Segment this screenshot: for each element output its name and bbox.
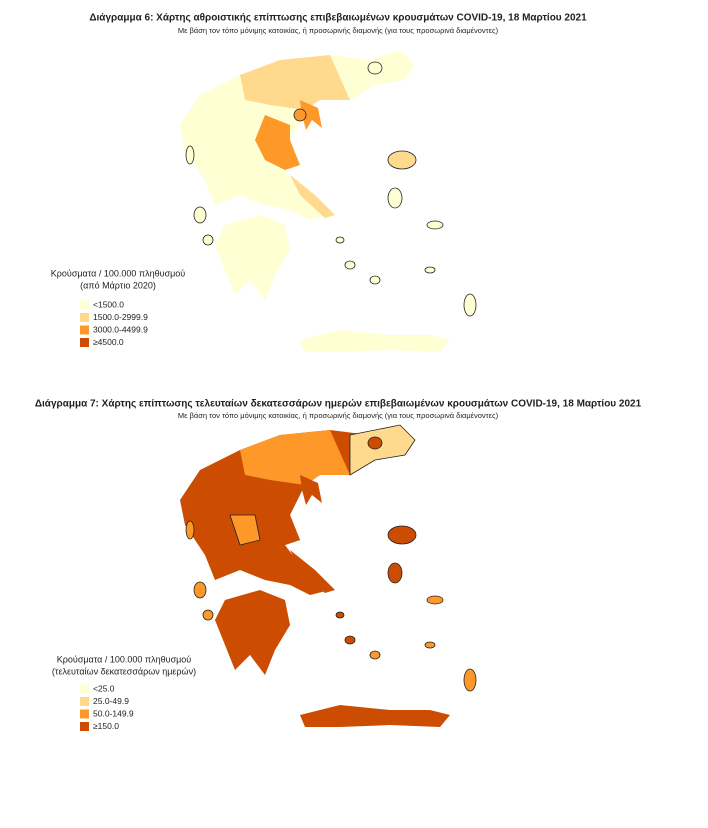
map-title: Διάγραμμα 7: Χάρτης επίπτωσης τελευταίων… [35, 399, 642, 410]
legend-label: <1500.0 [93, 299, 124, 309]
map [180, 424, 477, 727]
legend-title: (τελευταίων δεκατεσσάρων ημερών) [52, 666, 196, 676]
map-subtitle: Με βάση τον τόπο μόνιμης κατοικίας, ή πρ… [178, 26, 499, 35]
map [180, 50, 477, 352]
legend: Κρούσματα / 100.000 πληθυσμού (τελευταίων… [52, 654, 196, 731]
legend-swatch [80, 300, 89, 310]
legend-label: ≥150.0 [93, 721, 119, 731]
legend-title: (από Μάρτιο 2020) [80, 280, 156, 290]
legend-swatch [80, 722, 89, 731]
legend-swatch [80, 697, 89, 706]
legend-swatch [80, 338, 89, 347]
legend-label: <25.0 [93, 683, 115, 693]
legend-label: 3000.0-4499.9 [93, 324, 148, 334]
legend-label: ≥4500.0 [93, 337, 124, 347]
legend-title: Κρούσματα / 100.000 πληθυσμού [51, 268, 186, 278]
map-subtitle: Με βάση τον τόπο μόνιμης κατοικίας, ή πρ… [178, 411, 499, 420]
map-title: Διάγραμμα 6: Χάρτης αθροιστικής επίπτωση… [89, 13, 587, 24]
legend-label: 50.0-149.9 [93, 708, 134, 718]
legend-swatch [80, 684, 89, 694]
legend-label: 1500.0-2999.9 [93, 312, 148, 322]
legend-title: Κρούσματα / 100.000 πληθυσμού [57, 654, 192, 664]
legend-label: 25.0-49.9 [93, 696, 129, 706]
legend: Κρούσματα / 100.000 πληθυσμού (από Μάρτιο… [51, 268, 186, 347]
legend-swatch [80, 313, 89, 322]
legend-swatch [80, 709, 89, 719]
legend-swatch [80, 325, 89, 335]
